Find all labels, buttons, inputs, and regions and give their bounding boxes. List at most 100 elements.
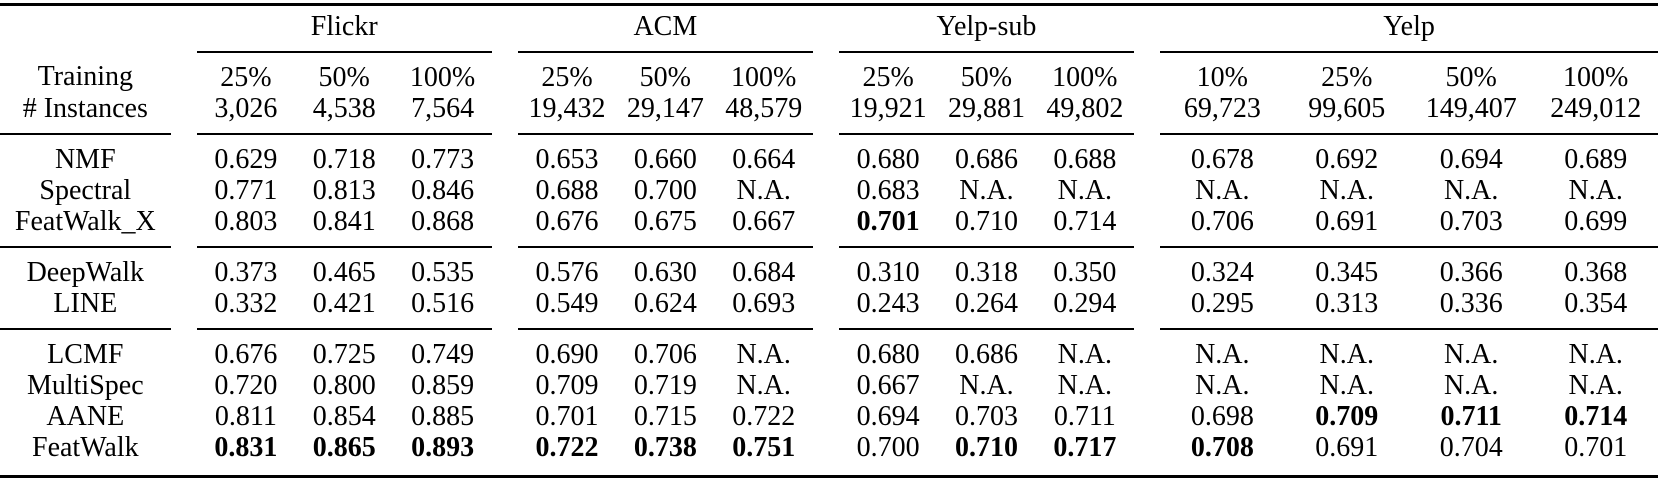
table-row: AANE 0.811 0.854 0.885 0.701 0.715 0.722 0.694 0… [0,401,1658,432]
spacer-cell [492,247,518,288]
spacer-cell [492,401,518,432]
score-cell: N.A. [1443,369,1499,401]
spacer-cell [1134,401,1160,432]
score-cell: 0.295 [1160,287,1285,330]
score-cell: 0.313 [1284,287,1409,330]
spacer-cell [171,329,197,370]
score-cell: N.A. [1319,369,1374,401]
corner-cell [0,5,171,52]
instances-count-cell: 69,723 [1160,92,1285,135]
score-cell: 0.688 [535,174,599,206]
score-cell: 0.720 [214,369,278,401]
score-cell: 0.660 [633,143,697,175]
score-cell: N.A. [1057,369,1113,401]
score-cell: 0.688 [1053,143,1117,175]
table-row: MultiSpec 0.720 0.800 0.859 0.709 0.719 N.A. 0.… [0,370,1658,401]
spacer-cell [171,432,197,477]
spacer-cell [1134,175,1160,206]
score-cell: 0.859 [411,369,475,401]
score-cell: 0.885 [411,400,475,432]
score-cell: 0.324 [1190,256,1254,288]
group-header-flickr: Flickr [196,4,492,53]
score-cell: 0.345 [1315,256,1379,288]
training-percentage-cell: 25% [862,61,914,93]
table-row: Training 25% 50% 100% 25% 50% 100% 25% 50% 100% 10… [0,52,1658,93]
group-header-acm: ACM [517,4,813,53]
training-percentage-cell: 50% [960,61,1013,93]
spacer-cell [171,175,197,206]
spacer-cell [171,247,197,288]
score-cell: 0.630 [633,256,697,288]
score-cell: 0.773 [411,143,475,175]
method-label-deepwalk: DeepWalk [26,256,145,288]
score-cell: 0.683 [856,174,920,206]
score-cell: 0.690 [535,338,599,370]
score-cell: 0.722 [732,400,796,432]
score-cell: N.A. [1195,174,1250,206]
table-row: # Instances 3,026 4,538 7,564 19,432 29,147 48… [0,92,1658,135]
spacer-cell [492,329,518,370]
score-cell: 0.667 [856,369,920,401]
score-cell: N.A. [1195,338,1250,370]
score-cell: 0.717 [1053,431,1117,463]
score-cell: 0.664 [732,143,796,175]
score-cell: 0.294 [1035,287,1134,330]
score-cell: 0.714 [1564,400,1628,432]
score-cell: 0.310 [856,256,920,288]
instances-count-cell: 19,921 [838,92,938,135]
results-table: Flickr ACM Yelp-sub Yelp Training 25% 50% 100% 2… [0,3,1658,478]
spacer-cell [492,5,518,52]
score-cell: 0.535 [411,256,475,288]
training-percentage-cell: 100% [731,61,797,93]
table-row: FeatWalk 0.831 0.865 0.893 0.722 0.738 0.751 0.… [0,432,1658,477]
spacer-cell [1134,52,1160,93]
spacer-cell [1134,329,1160,370]
spacer-cell [813,370,839,401]
score-cell: 0.354 [1533,287,1658,330]
score-cell: 0.699 [1533,205,1658,248]
spacer-cell [492,288,518,329]
score-cell: N.A. [1057,338,1113,370]
training-percentage-cell: 25% [220,61,272,93]
score-cell: 0.336 [1408,287,1534,330]
training-percentage-cell: 50% [639,61,691,93]
training-percentage-cell: 100% [409,61,476,93]
score-cell: 0.704 [1439,431,1503,463]
score-cell: N.A. [1195,369,1250,401]
score-cell: N.A. [1319,174,1374,206]
instances-count-cell: 3,026 [196,92,296,135]
training-percentage-cell: 25% [541,61,593,93]
score-cell: 0.709 [535,369,599,401]
table-row: Flickr ACM Yelp-sub Yelp [0,4,1658,53]
spacer-cell [1134,247,1160,288]
score-cell: 0.516 [393,287,492,330]
score-cell: 0.698 [1190,400,1254,432]
spacer-cell [1134,206,1160,247]
table-row: Spectral 0.771 0.813 0.846 0.688 0.700 N.A. 0.6… [0,175,1658,206]
spacer-cell [492,52,518,93]
score-cell: 0.243 [838,287,938,330]
table-row: LINE 0.332 0.421 0.516 0.549 0.624 0.693 0.243 0… [0,287,1658,330]
instances-count-cell: 48,579 [714,92,813,135]
instances-label: # Instances [0,92,171,135]
score-cell: N.A. [1319,338,1374,370]
score-cell: 0.689 [1564,143,1628,175]
score-cell: 0.676 [214,338,278,370]
score-cell: 0.703 [954,400,1018,432]
score-cell: N.A. [1057,174,1113,206]
score-cell: N.A. [1568,338,1623,370]
score-cell: 0.465 [312,256,376,288]
instances-count-cell: 29,881 [937,92,1036,135]
spacer-cell [492,175,518,206]
score-cell: 0.701 [838,205,938,248]
instances-count-cell: 7,564 [393,92,492,135]
spacer-cell [813,134,839,175]
score-cell: N.A. [736,174,791,206]
score-cell: 0.691 [1315,431,1379,463]
score-cell: 0.350 [1053,256,1117,288]
spacer-cell [813,5,839,52]
score-cell: 0.725 [312,338,376,370]
spacer-cell [492,206,518,247]
spacer-cell [171,5,197,52]
score-cell: N.A. [736,369,791,401]
